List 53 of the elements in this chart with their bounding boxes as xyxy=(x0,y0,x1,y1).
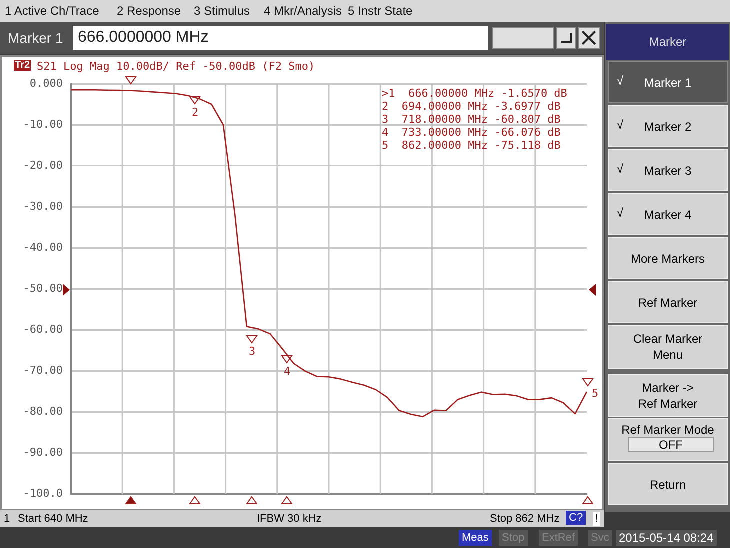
text: √ xyxy=(617,206,624,220)
text: Marker 4 xyxy=(644,208,692,222)
annotation: 4 xyxy=(284,365,291,379)
text: 1 xyxy=(4,512,10,526)
y-tick-label: -80.00 xyxy=(23,404,63,418)
y-tick-label: -90.00 xyxy=(23,446,63,459)
text: Marker xyxy=(608,24,728,60)
text: Stop 862 MHz xyxy=(490,512,560,526)
text: Meas xyxy=(459,530,492,546)
y-tick-label: -10.00 xyxy=(23,118,63,131)
text: 5 xyxy=(592,387,599,401)
y-tick-label: 0.000 xyxy=(30,76,63,90)
text: C? xyxy=(566,511,586,525)
annotation: 5 862.00000 MHz -75.118 dB xyxy=(382,139,561,153)
text: Marker 2 xyxy=(644,120,692,134)
text: Tr2 xyxy=(14,60,32,71)
text: Marker 3 xyxy=(644,164,692,178)
text: ! xyxy=(593,512,600,526)
annotation: 2 xyxy=(192,106,199,120)
text: √ xyxy=(617,74,624,88)
text: Return xyxy=(608,463,728,505)
text: 2015-05-14 08:24 xyxy=(616,530,717,546)
annotation: >1 666.00000 MHz -1.6570 dB xyxy=(382,87,568,101)
y-tick-label: -70.00 xyxy=(23,364,63,377)
y-tick-label: -50.00 xyxy=(23,282,63,295)
annotation: 3 718.00000 MHz -60.807 dB xyxy=(382,113,561,127)
text: Start 640 MHz xyxy=(18,512,88,526)
text: 666.0000000 MHz xyxy=(78,28,209,48)
y-tick-label: -40.00 xyxy=(23,240,63,254)
y-tick-label: -60.00 xyxy=(23,322,63,336)
text: 4 Mkr/Analysis xyxy=(264,4,342,18)
annotation: 2 694.00000 MHz -3.6977 dB xyxy=(382,100,561,114)
annotation: 3 xyxy=(249,345,256,359)
text: IFBW 30 kHz xyxy=(257,512,322,526)
text: 1 Active Ch/Trace xyxy=(5,4,100,18)
y-tick-label: -100.0 xyxy=(23,486,63,500)
text: 2 Response xyxy=(117,4,182,18)
annotation: 4 733.00000 MHz -66.076 dB xyxy=(382,126,561,140)
chart-title: S21 Log Mag 10.00dB/ Ref -50.00dB (F2 Smo) xyxy=(37,60,316,74)
text: OFF xyxy=(628,437,714,452)
text: 5 Instr State xyxy=(348,4,413,18)
text: More Markers xyxy=(608,237,728,279)
text: Marker 1 xyxy=(644,76,692,90)
text: Ref Marker xyxy=(608,281,728,323)
text: Marker 1 xyxy=(8,29,64,47)
text: Clear Marker Menu xyxy=(608,325,728,369)
y-tick-label: -30.00 xyxy=(23,200,63,213)
text: √ xyxy=(617,118,624,132)
text: Marker -> Ref Marker xyxy=(608,374,728,417)
text: Ref Marker Mode xyxy=(622,423,714,437)
y-tick-label: -20.00 xyxy=(23,158,63,172)
text: √ xyxy=(617,162,624,176)
text: 3 Stimulus xyxy=(194,4,250,18)
